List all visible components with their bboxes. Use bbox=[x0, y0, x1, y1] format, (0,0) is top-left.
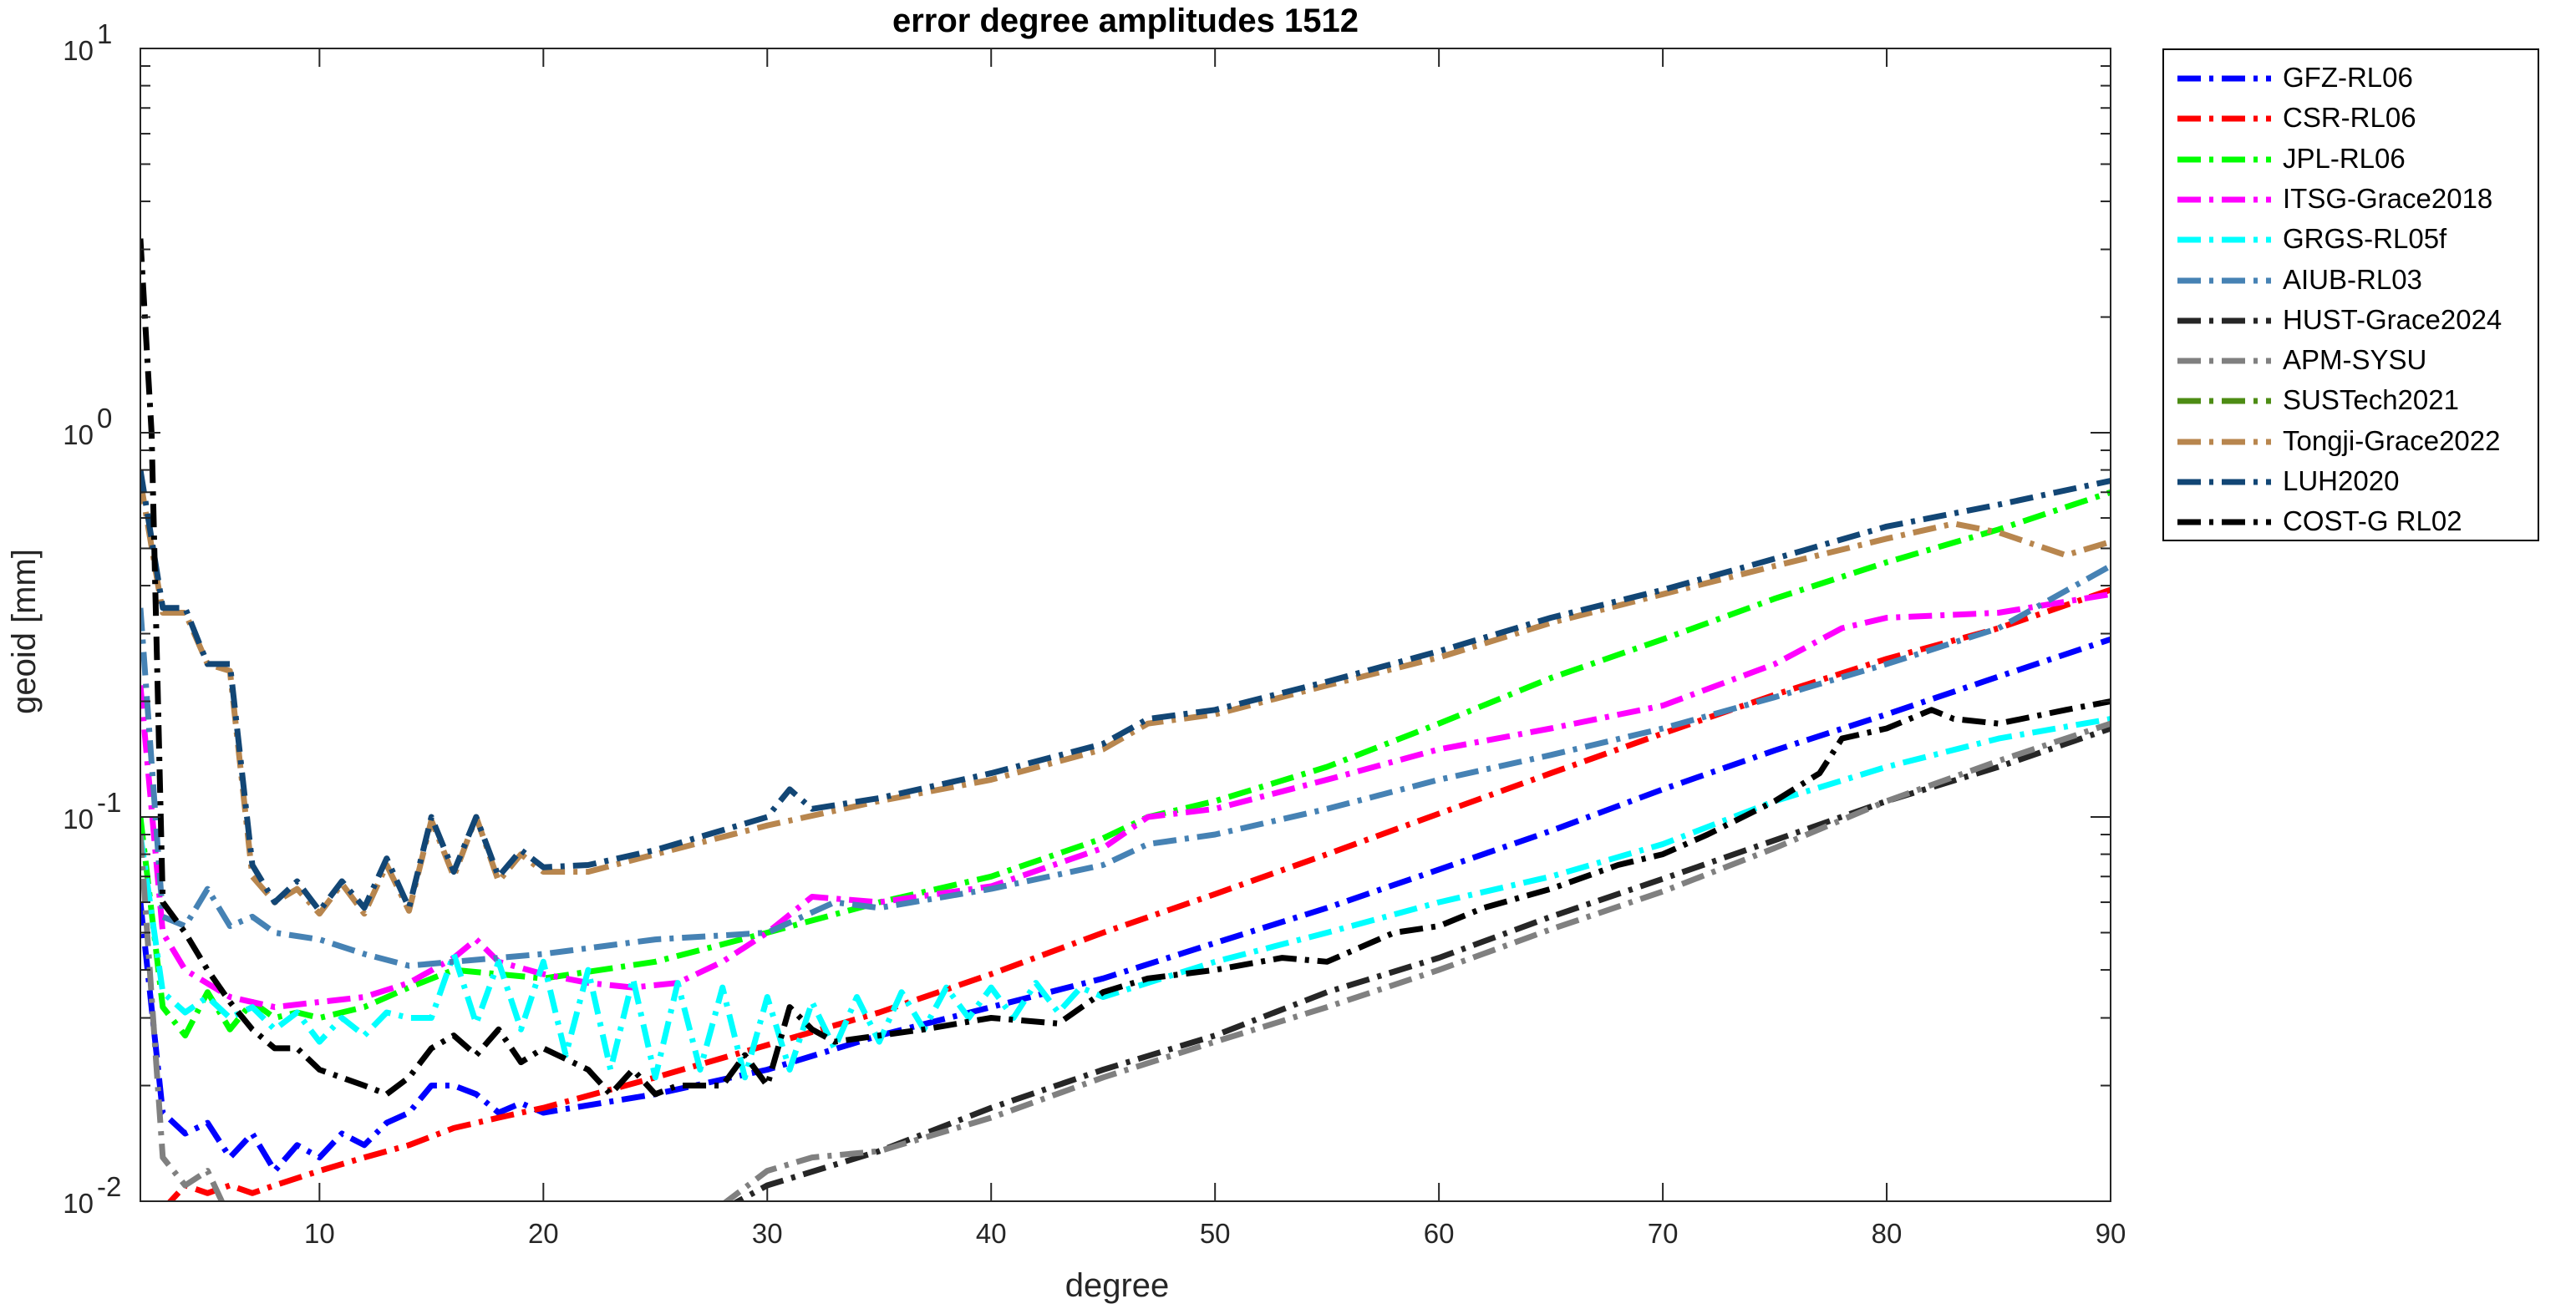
legend-swatch bbox=[2177, 236, 2271, 243]
legend-item: GFZ-RL06 bbox=[2164, 58, 2541, 99]
legend-swatch bbox=[2177, 358, 2271, 364]
plot-background bbox=[140, 48, 2111, 1201]
legend-item: ITSG-Grace2018 bbox=[2164, 180, 2541, 220]
legend-swatch bbox=[2177, 277, 2271, 283]
x-tick-label: 50 bbox=[1200, 1218, 1231, 1249]
series-line-grgs-rl05f bbox=[140, 716, 2111, 1081]
legend-item: CSR-RL06 bbox=[2164, 99, 2541, 139]
legend-label: GRGS-RL05f bbox=[2283, 223, 2447, 255]
x-tick-label: 10 bbox=[304, 1218, 335, 1249]
legend-swatch bbox=[2177, 317, 2271, 324]
x-tick-label: 20 bbox=[528, 1218, 559, 1249]
legend-label: AIUB-RL03 bbox=[2283, 263, 2422, 295]
legend-swatch bbox=[2177, 156, 2271, 163]
series-line-jpl-rl06 bbox=[140, 489, 2111, 1039]
legend-item: SUSTech2021 bbox=[2164, 381, 2541, 421]
legend-swatch bbox=[2177, 398, 2271, 404]
series-line-csr-rl06 bbox=[166, 586, 2111, 1201]
series-layer bbox=[140, 238, 2111, 1201]
series-line-apm-sysu bbox=[140, 720, 2111, 1201]
x-tick-label: 40 bbox=[976, 1218, 1007, 1249]
legend-swatch bbox=[2177, 75, 2271, 82]
y-tick-exponent: 1 bbox=[97, 18, 112, 49]
legend-label: GFZ-RL06 bbox=[2283, 62, 2413, 93]
y-tick-exponent: -1 bbox=[97, 787, 121, 818]
y-axis-title: geoid [mm] bbox=[6, 549, 43, 714]
legend-swatch bbox=[2177, 196, 2271, 203]
legend-swatch bbox=[2177, 439, 2271, 445]
x-axis-title: degree bbox=[1065, 1267, 1170, 1304]
legend-label: ITSG-Grace2018 bbox=[2283, 182, 2493, 214]
plot-frame bbox=[140, 48, 2111, 1202]
x-tick-label: 60 bbox=[1424, 1218, 1455, 1249]
series-line-itsg-grace2018 bbox=[140, 591, 2111, 1011]
series-line-aiub-rl03 bbox=[140, 563, 2111, 969]
y-tick-label: 10 bbox=[63, 1188, 94, 1219]
legend-item: Tongji-Grace2022 bbox=[2164, 422, 2541, 462]
legend-label: APM-SYSU bbox=[2283, 344, 2427, 376]
y-tick-exponent: -2 bbox=[97, 1171, 121, 1202]
legend-label: LUH2020 bbox=[2283, 465, 2400, 496]
legend-swatch bbox=[2177, 115, 2271, 122]
legend-item: HUST-Grace2024 bbox=[2164, 301, 2541, 341]
legend-item: APM-SYSU bbox=[2164, 341, 2541, 381]
legend-label: JPL-RL06 bbox=[2283, 142, 2406, 174]
legend-swatch bbox=[2177, 519, 2271, 525]
legend-label: Tongji-Grace2022 bbox=[2283, 424, 2501, 456]
legend-item: AIUB-RL03 bbox=[2164, 261, 2541, 301]
y-tick-label: 10 bbox=[63, 804, 94, 835]
x-tick-label: 80 bbox=[1872, 1218, 1903, 1249]
legend-item: GRGS-RL05f bbox=[2164, 220, 2541, 260]
x-tick-label: 90 bbox=[2096, 1218, 2126, 1249]
legend-label: CSR-RL06 bbox=[2283, 102, 2416, 134]
series-line-gfz-rl06 bbox=[140, 636, 2111, 1175]
legend-swatch bbox=[2177, 479, 2271, 485]
series-line-cost-g-rl02 bbox=[140, 238, 2111, 1098]
y-tick-label: 10 bbox=[63, 419, 94, 450]
legend-item: COST-G RL02 bbox=[2164, 502, 2541, 542]
legend-item: JPL-RL06 bbox=[2164, 140, 2541, 180]
y-tick-exponent: 0 bbox=[97, 403, 112, 434]
legend-label: SUSTech2021 bbox=[2283, 384, 2459, 416]
legend: GFZ-RL06 CSR-RL06 JPL-RL06 ITSG-Grace2018 GR… bbox=[2162, 48, 2539, 541]
chart-title: error degree amplitudes 1512 bbox=[892, 3, 1359, 39]
x-tick-label: 70 bbox=[1648, 1218, 1679, 1249]
x-tick-label: 30 bbox=[752, 1218, 783, 1249]
legend-label: HUST-Grace2024 bbox=[2283, 303, 2502, 335]
legend-label: COST-G RL02 bbox=[2283, 505, 2462, 537]
legend-item: LUH2020 bbox=[2164, 462, 2541, 502]
y-tick-label: 10 bbox=[63, 35, 94, 66]
series-line-luh2020 bbox=[140, 469, 2111, 914]
